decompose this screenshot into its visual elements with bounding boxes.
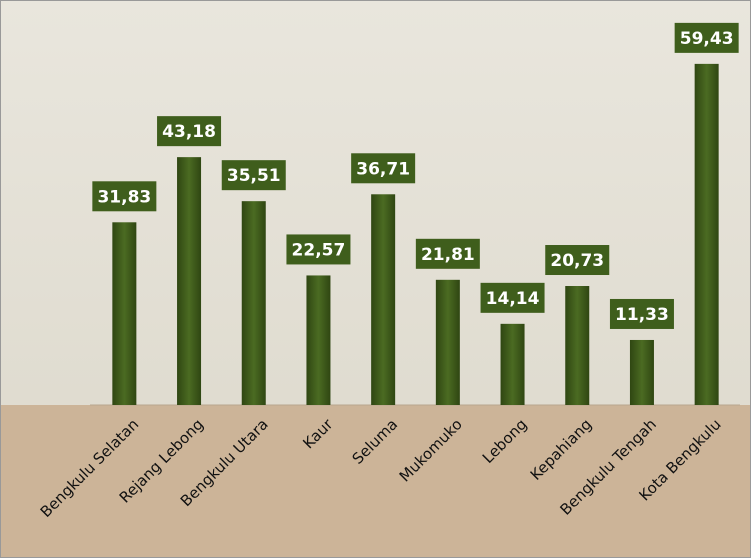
chart: 31,83Bengkulu Selatan43,18Rejang Lebong3… — [0, 0, 751, 558]
value-label: 20,73 — [550, 251, 604, 271]
value-label: 21,81 — [421, 245, 475, 265]
bar — [695, 64, 719, 405]
value-label: 36,71 — [356, 159, 410, 179]
value-label: 31,83 — [97, 187, 151, 207]
value-label: 14,14 — [486, 289, 540, 309]
value-label: 35,51 — [227, 166, 281, 186]
bar — [306, 275, 330, 405]
bar — [565, 286, 589, 405]
bar — [371, 194, 395, 405]
bar — [177, 157, 201, 405]
value-label: 22,57 — [292, 240, 346, 260]
bar — [501, 324, 525, 405]
value-label: 43,18 — [162, 122, 216, 142]
bar — [112, 222, 136, 405]
bar — [242, 201, 266, 405]
bar — [436, 280, 460, 405]
value-label: 11,33 — [615, 305, 669, 325]
bar — [630, 340, 654, 405]
value-label: 59,43 — [680, 29, 734, 49]
